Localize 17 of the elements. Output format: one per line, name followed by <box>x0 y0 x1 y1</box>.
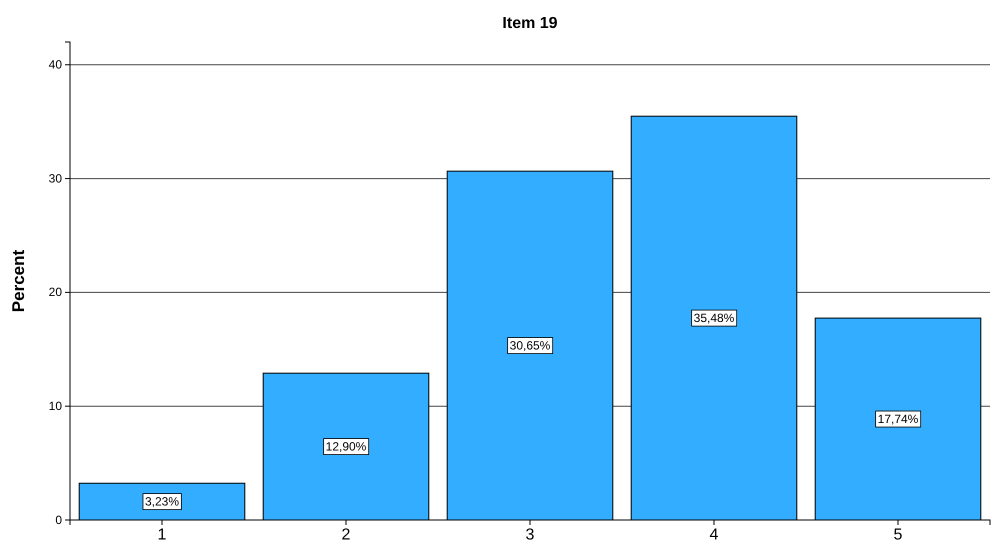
data-label: 30,65% <box>510 338 551 353</box>
x-tick-label: 5 <box>894 526 903 544</box>
y-axis-title: Percent <box>9 249 28 312</box>
x-tick-label: 1 <box>158 526 167 544</box>
x-tick-label: 4 <box>710 526 719 544</box>
y-tick-label: 0 <box>55 512 62 527</box>
x-tick-label: 3 <box>526 526 535 544</box>
y-tick-label: 30 <box>48 171 62 186</box>
chart-title: Item 19 <box>502 15 558 32</box>
y-tick-label: 10 <box>48 399 62 414</box>
x-tick-label: 2 <box>342 526 351 544</box>
data-label: 3,23% <box>144 494 180 509</box>
data-label: 35,48% <box>694 311 735 326</box>
data-label: 17,74% <box>878 412 919 426</box>
y-tick-label: 40 <box>48 58 62 72</box>
data-label: 12,90% <box>326 440 367 454</box>
y-tick-label: 20 <box>48 285 62 300</box>
